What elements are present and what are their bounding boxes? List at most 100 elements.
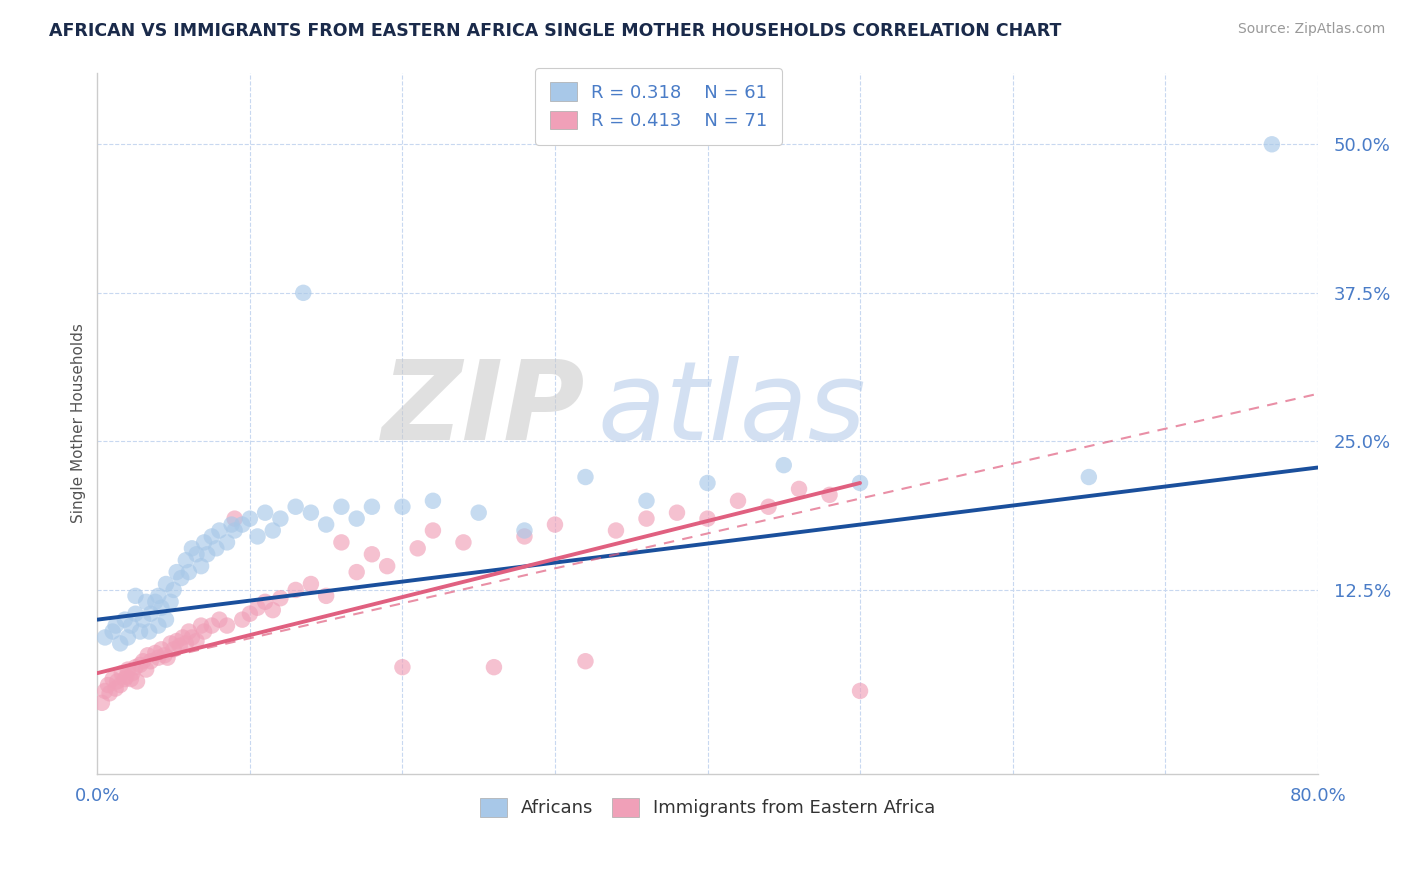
- Point: [849, 475, 872, 490]
- Point: [101, 624, 124, 639]
- Point: [453, 535, 475, 549]
- Point: [101, 672, 124, 686]
- Point: [544, 517, 567, 532]
- Point: [361, 547, 384, 561]
- Point: [346, 511, 368, 525]
- Point: [246, 600, 269, 615]
- Point: [224, 524, 246, 538]
- Point: [636, 511, 658, 525]
- Point: [239, 607, 262, 621]
- Point: [330, 535, 353, 549]
- Point: [129, 657, 152, 672]
- Point: [159, 595, 181, 609]
- Text: atlas: atlas: [598, 356, 866, 463]
- Y-axis label: Single Mother Households: Single Mother Households: [72, 324, 86, 524]
- Point: [181, 631, 204, 645]
- Point: [94, 684, 117, 698]
- Point: [231, 517, 253, 532]
- Point: [262, 603, 284, 617]
- Point: [162, 642, 184, 657]
- Point: [224, 511, 246, 525]
- Point: [205, 541, 228, 556]
- Point: [97, 678, 120, 692]
- Point: [284, 582, 307, 597]
- Point: [104, 618, 127, 632]
- Point: [696, 475, 718, 490]
- Point: [254, 506, 277, 520]
- Point: [422, 524, 444, 538]
- Point: [174, 553, 197, 567]
- Point: [574, 654, 596, 668]
- Point: [269, 591, 291, 606]
- Point: [315, 589, 337, 603]
- Point: [132, 613, 155, 627]
- Text: AFRICAN VS IMMIGRANTS FROM EASTERN AFRICA SINGLE MOTHER HOUSEHOLDS CORRELATION C: AFRICAN VS IMMIGRANTS FROM EASTERN AFRIC…: [49, 22, 1062, 40]
- Point: [269, 511, 291, 525]
- Point: [148, 650, 170, 665]
- Legend: Africans, Immigrants from Eastern Africa: Africans, Immigrants from Eastern Africa: [472, 791, 942, 825]
- Point: [159, 636, 181, 650]
- Point: [148, 589, 170, 603]
- Point: [195, 547, 218, 561]
- Point: [758, 500, 780, 514]
- Point: [105, 674, 128, 689]
- Point: [186, 634, 208, 648]
- Point: [125, 674, 148, 689]
- Point: [818, 488, 841, 502]
- Point: [135, 595, 157, 609]
- Point: [117, 631, 139, 645]
- Point: [166, 565, 188, 579]
- Point: [120, 618, 142, 632]
- Point: [94, 631, 117, 645]
- Point: [138, 624, 160, 639]
- Point: [111, 666, 134, 681]
- Point: [115, 670, 138, 684]
- Point: [215, 535, 238, 549]
- Point: [155, 613, 177, 627]
- Point: [1077, 470, 1099, 484]
- Point: [148, 618, 170, 632]
- Point: [110, 636, 132, 650]
- Point: [262, 524, 284, 538]
- Point: [193, 535, 215, 549]
- Point: [90, 696, 112, 710]
- Point: [239, 511, 262, 525]
- Point: [177, 565, 200, 579]
- Point: [190, 618, 212, 632]
- Point: [772, 458, 794, 472]
- Point: [174, 636, 197, 650]
- Point: [299, 506, 322, 520]
- Point: [513, 524, 536, 538]
- Point: [574, 470, 596, 484]
- Point: [727, 493, 749, 508]
- Point: [406, 541, 429, 556]
- Point: [375, 559, 398, 574]
- Point: [208, 524, 231, 538]
- Point: [849, 684, 872, 698]
- Point: [513, 529, 536, 543]
- Point: [605, 524, 627, 538]
- Point: [467, 506, 489, 520]
- Point: [104, 681, 127, 696]
- Point: [114, 672, 136, 686]
- Point: [391, 660, 413, 674]
- Point: [156, 650, 179, 665]
- Point: [208, 613, 231, 627]
- Point: [169, 639, 191, 653]
- Point: [391, 500, 413, 514]
- Point: [120, 672, 142, 686]
- Point: [129, 624, 152, 639]
- Point: [117, 663, 139, 677]
- Point: [143, 595, 166, 609]
- Point: [221, 517, 243, 532]
- Point: [787, 482, 810, 496]
- Point: [186, 547, 208, 561]
- Point: [193, 624, 215, 639]
- Point: [246, 529, 269, 543]
- Point: [201, 529, 224, 543]
- Point: [166, 634, 188, 648]
- Point: [201, 618, 224, 632]
- Point: [666, 506, 689, 520]
- Point: [231, 613, 253, 627]
- Point: [170, 571, 193, 585]
